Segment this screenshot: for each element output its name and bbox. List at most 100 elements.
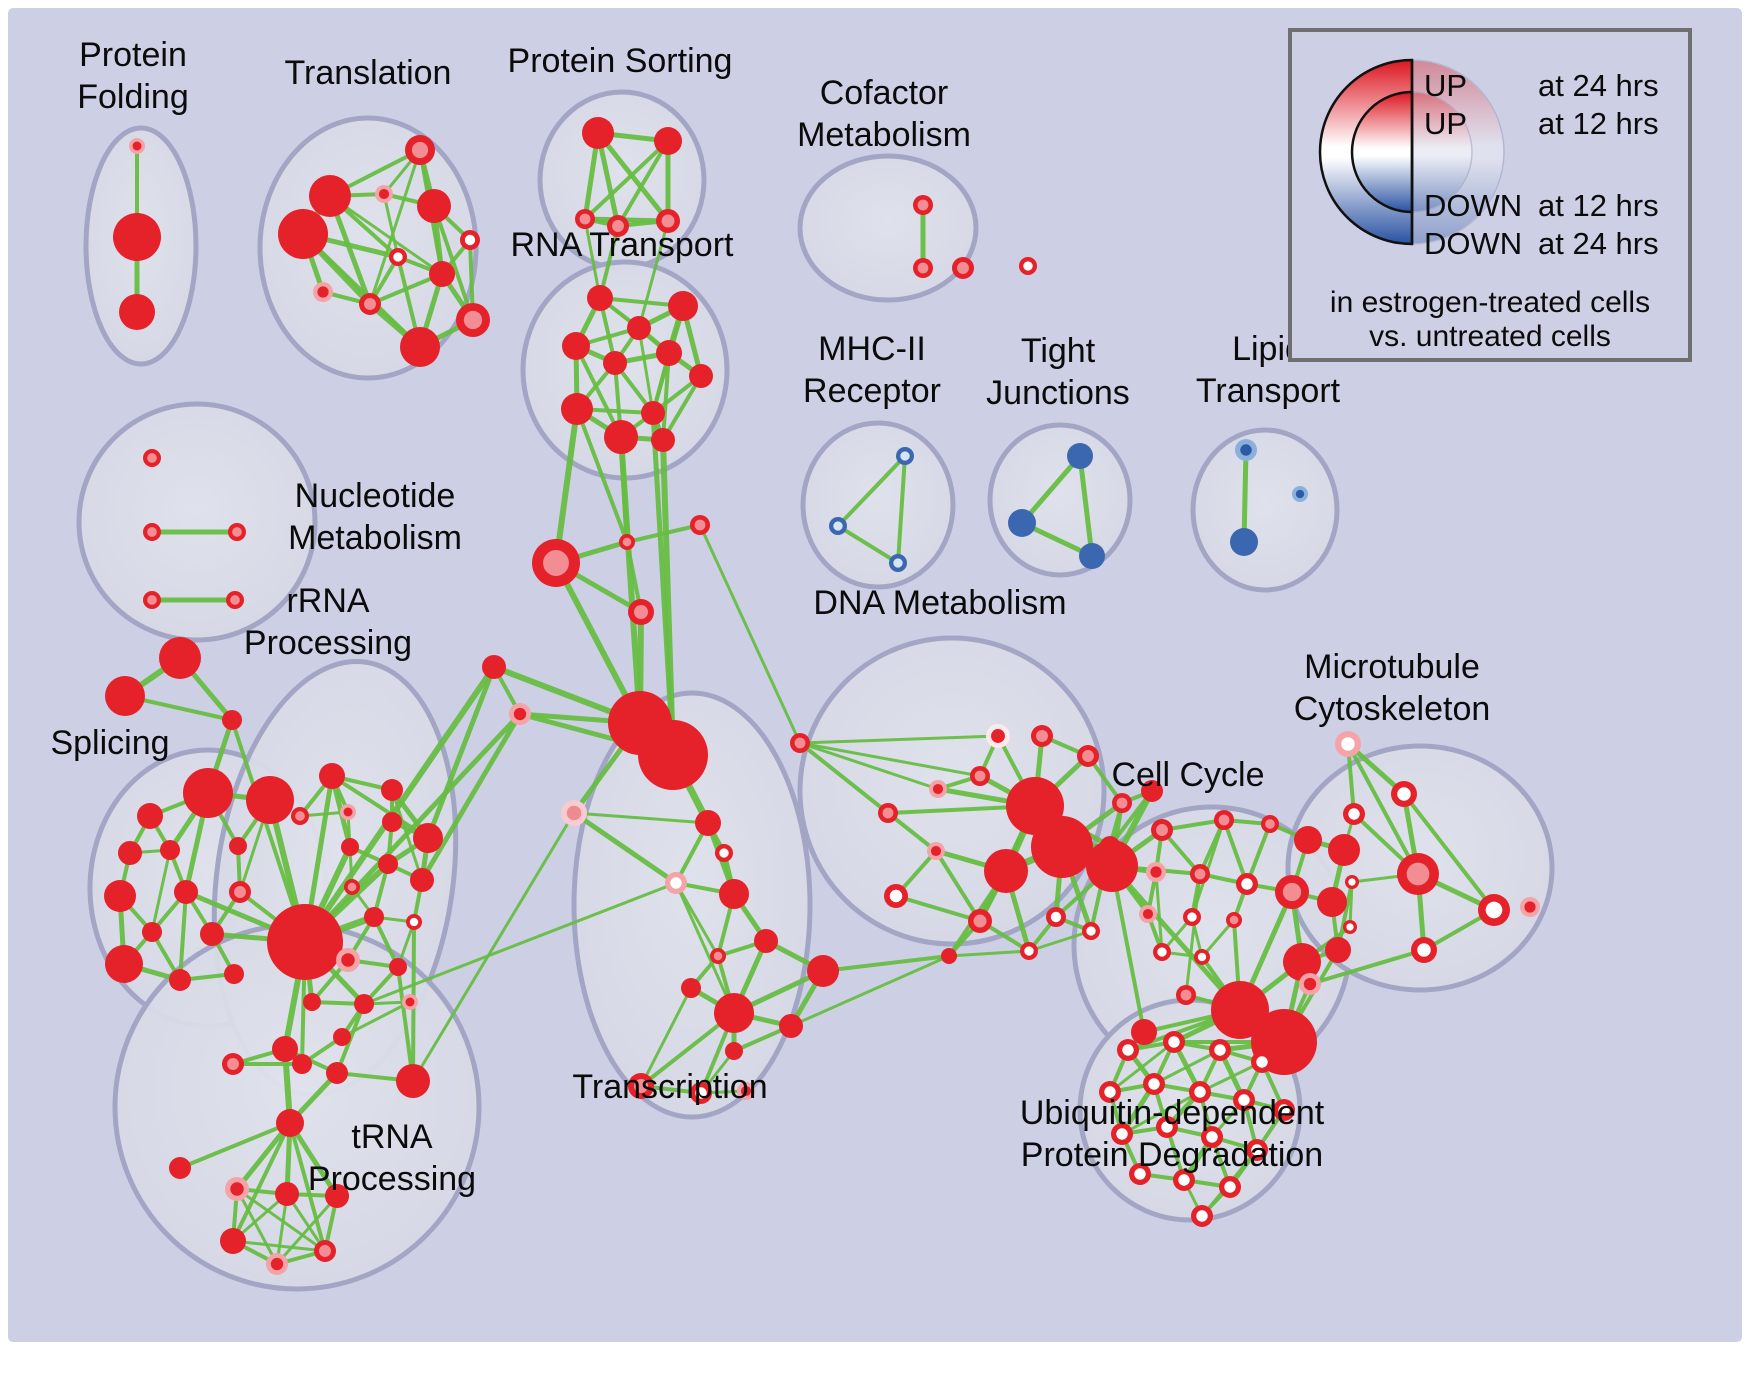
cluster-transcription-label: Transcription [572, 1068, 767, 1106]
node-rr19 [292, 1054, 312, 1074]
node-dm5-core [932, 783, 944, 795]
node-rt7 [561, 393, 593, 425]
node-cn3 [638, 720, 708, 790]
node-dm0-core [794, 737, 806, 749]
node-cf0-core [917, 199, 929, 211]
node-sp7 [174, 880, 198, 904]
node-ub4-core [1104, 1086, 1116, 1098]
node-rr8 [378, 854, 398, 874]
node-cc1-core [1156, 824, 1168, 836]
node-tn3 [396, 1064, 430, 1098]
node-tr3 [719, 879, 749, 909]
node-ps1 [654, 127, 682, 155]
network-edge [575, 407, 629, 544]
legend-direction-label: DOWN [1424, 188, 1522, 223]
cluster-ubiquitin-degradation-label: Protein Degradation [1021, 1136, 1323, 1174]
node-mt9-core [1303, 977, 1317, 991]
node-rr16 [354, 994, 374, 1014]
node-dm16-core [1050, 911, 1062, 923]
node-cc13-core [1229, 915, 1239, 925]
cluster-trna-processing-label: Processing [308, 1160, 476, 1198]
node-cc7-core [1194, 868, 1206, 880]
network-edge [789, 954, 951, 1028]
node-tr14-core [566, 805, 582, 821]
node-tj0 [1067, 443, 1093, 469]
cluster-lipid-transport-label: Transport [1196, 372, 1341, 410]
network-edge [894, 894, 982, 923]
node-ub16-core [1196, 1210, 1208, 1222]
node-tr13-core [740, 1085, 752, 1097]
node-nm4-core [230, 595, 240, 605]
node-tl4 [278, 209, 328, 259]
network-edge [301, 232, 422, 349]
node-ub8-core [1278, 1104, 1290, 1116]
node-nm2-core [232, 527, 242, 537]
network-edge [287, 1120, 340, 1199]
node-mt8-core [1524, 901, 1536, 913]
node-rr5 [382, 812, 402, 832]
node-cn7-core [633, 604, 649, 620]
node-tn2 [326, 1062, 348, 1084]
node-rt10 [651, 428, 675, 452]
node-tl8-core [317, 286, 329, 298]
node-dm15-core [973, 914, 987, 928]
node-mt1-core [1397, 787, 1411, 801]
legend-direction-label: UP [1424, 68, 1467, 103]
network-edge [1110, 864, 1146, 1034]
network-edge [382, 192, 400, 259]
node-rr17-core [405, 997, 415, 1007]
node-cc18 [1211, 981, 1269, 1039]
node-cn4-core [543, 550, 569, 576]
node-pf0-core [132, 141, 142, 151]
node-dm2-core [1036, 730, 1048, 742]
node-nm0-core [147, 453, 157, 463]
node-mh0-core [900, 451, 910, 461]
network-edge [411, 811, 576, 1083]
node-tl5-core [464, 234, 476, 246]
cluster-splicing-label: Splicing [50, 724, 169, 762]
node-cc17 [1325, 937, 1351, 963]
node-tn0-core [227, 1058, 239, 1070]
node-rt8 [641, 401, 665, 425]
legend-time-label: at 24 hrs [1538, 226, 1659, 261]
node-cc10 [1317, 887, 1347, 917]
node-tl0-core [411, 141, 429, 159]
node-cc14-core [1157, 947, 1167, 957]
node-dm17-core [1086, 926, 1096, 936]
node-ub14-core [1178, 1174, 1190, 1186]
network-edge [1109, 863, 1243, 1013]
legend-time-label: at 24 hrs [1538, 68, 1659, 103]
cluster-protein-sorting-label: Protein Sorting [508, 42, 733, 80]
cluster-nucleotide-metabolism-ellipse [76, 401, 318, 643]
cluster-tight-junctions-label: Tight [1021, 332, 1096, 370]
network-edge [1241, 447, 1249, 545]
network-edge [432, 204, 475, 322]
node-sp12 [169, 969, 191, 991]
node-fr0 [159, 637, 201, 679]
network-edge [1019, 453, 1083, 526]
node-ub10-core [1161, 1121, 1173, 1133]
cluster-nucleotide-metabolism-label: Nucleotide [295, 477, 456, 515]
node-rt2 [627, 316, 651, 340]
node-tl7 [429, 261, 455, 287]
cluster-tight-junctions-label: Junctions [986, 374, 1130, 412]
node-pf2 [119, 294, 155, 330]
network-edge [661, 374, 703, 442]
network-edge [583, 139, 670, 221]
node-rt5 [603, 351, 627, 375]
network-edge [1402, 792, 1496, 912]
node-ub6-core [1194, 1086, 1206, 1098]
node-dm19 [941, 948, 957, 964]
legend-time-label: at 12 hrs [1538, 106, 1659, 141]
node-tn7 [275, 1182, 299, 1206]
node-sp3 [118, 841, 142, 865]
network-edge [618, 434, 643, 726]
node-dm11 [1141, 780, 1163, 802]
node-tr7 [807, 955, 839, 987]
node-tj1 [1008, 509, 1036, 537]
network-edge [396, 965, 415, 1083]
cluster-translation-label: Translation [285, 54, 452, 92]
node-ub15-core [1224, 1181, 1236, 1193]
